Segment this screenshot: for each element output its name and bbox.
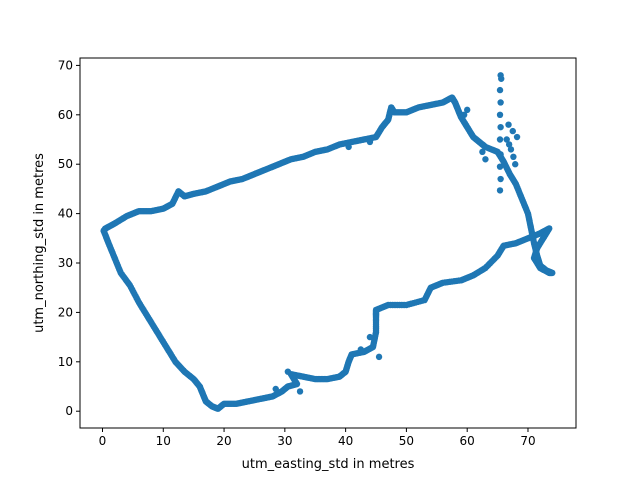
data-point bbox=[272, 385, 279, 393]
data-point bbox=[505, 141, 513, 148]
data-point bbox=[479, 148, 486, 156]
data-point bbox=[482, 156, 489, 163]
y-tick-label: 70 bbox=[58, 58, 73, 72]
data-point bbox=[505, 121, 512, 128]
x-tick-label: 40 bbox=[338, 434, 353, 448]
y-tick-label: 0 bbox=[65, 404, 73, 418]
data-point bbox=[496, 187, 504, 194]
y-tick-label: 50 bbox=[58, 157, 73, 171]
data-point bbox=[498, 75, 505, 82]
data-point bbox=[100, 227, 107, 235]
x-axis-ticks: 0 10 20 30 40 50 60 70 bbox=[99, 428, 536, 448]
data-point bbox=[512, 161, 519, 168]
data-point bbox=[464, 106, 471, 114]
data-point bbox=[509, 127, 516, 135]
y-tick-label: 20 bbox=[58, 305, 73, 319]
x-tick-label: 30 bbox=[277, 434, 292, 448]
plot-frame bbox=[79, 57, 577, 429]
data-point bbox=[503, 136, 510, 143]
x-tick-label: 20 bbox=[216, 434, 231, 448]
y-axis-ticks: 0 10 20 30 40 50 60 70 bbox=[58, 58, 80, 418]
x-axis-label: utm_easting_std in metres bbox=[242, 457, 415, 472]
x-tick-label: 10 bbox=[156, 434, 171, 448]
data-point bbox=[496, 163, 504, 170]
data-point bbox=[510, 153, 517, 160]
y-axis-label: utm_northing_std in metres bbox=[32, 153, 47, 333]
x-tick-label: 60 bbox=[460, 434, 475, 448]
data-point bbox=[284, 368, 292, 375]
data-point bbox=[507, 146, 515, 153]
y-tick-label: 60 bbox=[58, 108, 73, 122]
data-point bbox=[497, 123, 504, 131]
data-point bbox=[345, 143, 352, 151]
data-point bbox=[460, 111, 468, 119]
data-point bbox=[496, 86, 504, 94]
x-tick-label: 50 bbox=[399, 434, 414, 448]
y-tick-label: 10 bbox=[58, 355, 73, 369]
data-point bbox=[496, 111, 504, 119]
data-point bbox=[496, 136, 504, 143]
data-point bbox=[497, 151, 504, 158]
data-point bbox=[497, 99, 504, 106]
scatter-points bbox=[100, 72, 556, 412]
data-point bbox=[357, 346, 365, 353]
x-tick-label: 70 bbox=[520, 434, 535, 448]
data-point bbox=[366, 333, 374, 341]
data-point bbox=[296, 388, 304, 395]
y-tick-label: 30 bbox=[58, 256, 73, 270]
data-point bbox=[366, 138, 374, 146]
data-point bbox=[513, 133, 521, 141]
data-point bbox=[497, 175, 504, 183]
data-point bbox=[375, 353, 383, 361]
y-tick-label: 40 bbox=[58, 207, 73, 221]
x-tick-label: 0 bbox=[99, 434, 107, 448]
